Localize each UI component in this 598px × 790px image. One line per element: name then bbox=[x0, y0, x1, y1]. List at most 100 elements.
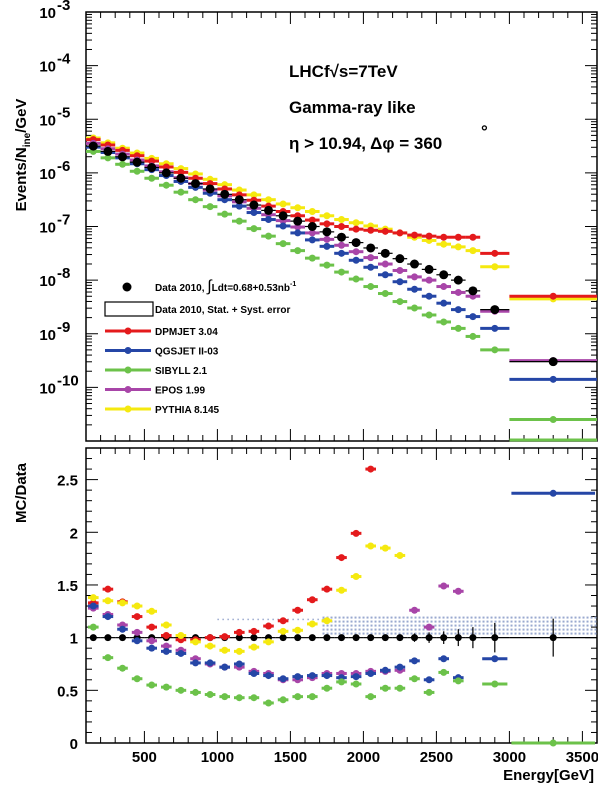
band-dot bbox=[486, 624, 489, 627]
band-dot bbox=[326, 624, 329, 627]
ratio-model-point bbox=[133, 613, 141, 621]
data-point bbox=[118, 152, 127, 162]
band-dot bbox=[518, 616, 521, 619]
top-y-tick-label: 10 bbox=[39, 166, 56, 183]
model-point bbox=[454, 233, 462, 241]
band-dot bbox=[590, 620, 593, 623]
model-point bbox=[162, 163, 170, 171]
band-dot bbox=[510, 628, 513, 631]
band-dot bbox=[414, 628, 417, 631]
band-dot bbox=[498, 624, 501, 627]
band-dot bbox=[366, 616, 369, 619]
band-dot bbox=[406, 616, 409, 619]
ratio-model-point bbox=[206, 634, 214, 642]
band-dot bbox=[562, 616, 565, 619]
band-dot bbox=[430, 620, 433, 623]
model-point bbox=[549, 375, 557, 383]
band-dot bbox=[466, 628, 469, 631]
ratio-model-point bbox=[352, 529, 360, 537]
legend-label-red: DPMJET 3.04 bbox=[155, 327, 218, 338]
model-point bbox=[396, 266, 404, 274]
band-dot bbox=[458, 632, 461, 635]
band-dot bbox=[386, 632, 389, 635]
model-point bbox=[119, 160, 126, 168]
ratio-model-point bbox=[279, 627, 287, 635]
model-point bbox=[323, 235, 331, 243]
band-dot bbox=[382, 620, 385, 623]
model-point bbox=[148, 174, 156, 182]
band-dot bbox=[422, 632, 425, 635]
model-point bbox=[396, 278, 404, 286]
bottom-x-tick-labels: 500 1000 1500 2000 2500 3000 3500 bbox=[132, 749, 598, 766]
band-dot bbox=[550, 616, 553, 619]
band-dot bbox=[530, 616, 533, 619]
ratio-model-point bbox=[338, 678, 345, 686]
model-point bbox=[425, 232, 433, 240]
model-point bbox=[294, 204, 302, 212]
top-y-tick-exponent: -10 bbox=[57, 372, 79, 389]
band-dot bbox=[478, 632, 481, 635]
top-data-marks bbox=[86, 134, 597, 442]
band-dot bbox=[227, 618, 229, 621]
model-point bbox=[104, 154, 112, 162]
legend-marker-yellow bbox=[124, 405, 132, 413]
band-dot bbox=[590, 616, 593, 619]
legend-model-items: DPMJET 3.04 QGSJET II-03 SIBYLL 2.1 EPOS 1.… bbox=[105, 327, 220, 416]
band-dot bbox=[434, 624, 437, 627]
band-dot bbox=[378, 616, 381, 619]
band-dot bbox=[334, 624, 337, 627]
band-dot bbox=[390, 620, 393, 623]
band-dot bbox=[494, 620, 497, 623]
data-point bbox=[220, 189, 230, 199]
model-point bbox=[338, 268, 345, 276]
bottom-y-tick-label: 0.5 bbox=[57, 683, 78, 700]
band-dot bbox=[570, 628, 573, 631]
ylabel-tail: /GeV bbox=[13, 99, 30, 133]
band-dot bbox=[350, 616, 353, 619]
band-dot bbox=[466, 624, 469, 627]
band-dot bbox=[566, 632, 569, 635]
band-dot bbox=[378, 624, 381, 627]
model-point bbox=[323, 220, 331, 228]
ratio-data-point bbox=[250, 634, 258, 642]
model-point bbox=[454, 306, 462, 314]
model-point bbox=[425, 292, 433, 300]
band-dot bbox=[438, 632, 441, 635]
ratio-model-point bbox=[396, 551, 404, 559]
band-dot bbox=[554, 632, 557, 635]
data-point bbox=[234, 195, 244, 205]
band-dot bbox=[510, 632, 513, 635]
band-dot bbox=[257, 618, 259, 621]
top-panel: 10-310-410-510-610-710-810-910-10 Events… bbox=[13, 0, 598, 442]
band-dot bbox=[514, 632, 517, 635]
model-point bbox=[411, 285, 418, 293]
ratio-model-point bbox=[162, 621, 170, 629]
band-dot bbox=[232, 618, 234, 621]
legend-item-data: Data 2010, ∫Ldt=0.68+0.53nb-1 bbox=[122, 278, 296, 295]
top-y-tick-exponent: -7 bbox=[57, 212, 70, 229]
band-dot bbox=[262, 618, 264, 621]
band-dot bbox=[390, 632, 393, 635]
band-dot bbox=[562, 620, 565, 623]
ratio-model-point bbox=[133, 602, 141, 610]
band-dot bbox=[574, 616, 577, 619]
ratio-model-point bbox=[323, 585, 331, 593]
ratio-model-point bbox=[549, 489, 557, 497]
band-dot bbox=[506, 628, 509, 631]
band-dot bbox=[474, 628, 477, 631]
band-dot bbox=[526, 628, 529, 631]
band-dot bbox=[482, 632, 485, 635]
band-dot bbox=[578, 628, 581, 631]
band-dot bbox=[386, 616, 389, 619]
band-dot bbox=[586, 628, 589, 631]
model-point bbox=[352, 248, 360, 256]
band-dot bbox=[506, 620, 509, 623]
legend-label-syst: Data 2010, Stat. + Syst. error bbox=[155, 305, 290, 316]
band-dot bbox=[466, 632, 469, 635]
model-point bbox=[549, 416, 557, 424]
band-dot bbox=[486, 616, 489, 619]
annotation-degree: ° bbox=[481, 122, 488, 141]
legend-item-red: DPMJET 3.04 bbox=[105, 327, 218, 338]
band-dot bbox=[422, 616, 425, 619]
